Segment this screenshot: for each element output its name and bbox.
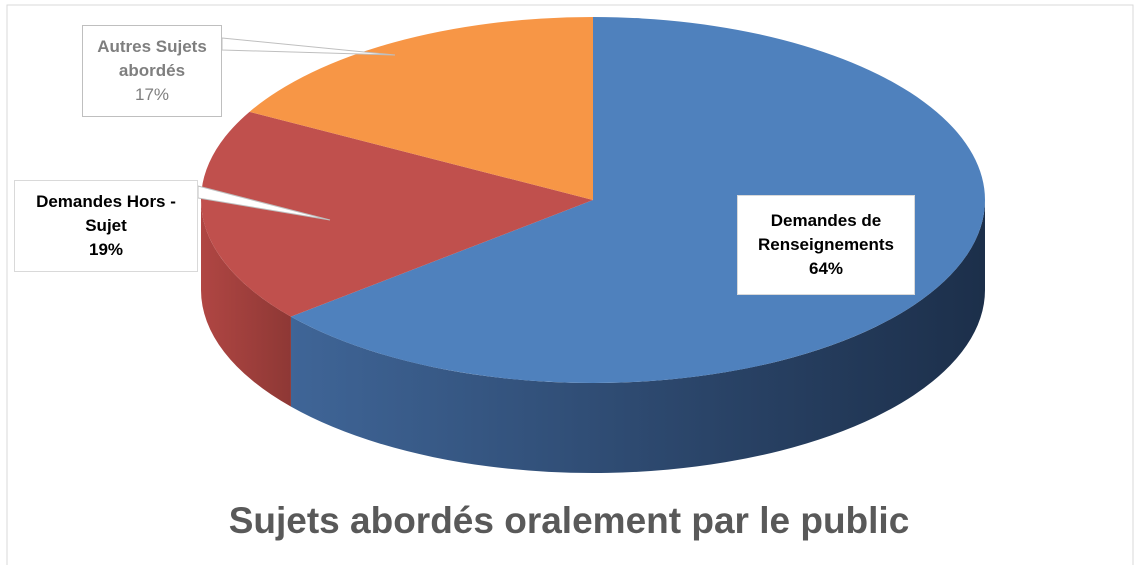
chart-title: Sujets abordés oralement par le public (228, 500, 910, 541)
label-category: Demandes Hors - Sujet (36, 192, 176, 235)
leader-line (197, 185, 331, 221)
slice-side (290, 200, 985, 473)
label-category: Autres Sujets abordés (97, 37, 207, 80)
slice-side (201, 200, 291, 407)
label-category: Demandes de Renseignements (757, 211, 895, 254)
slice (249, 17, 593, 200)
label-value: 19% (88, 240, 124, 259)
data-label: Demandes de Renseignements 64% (737, 195, 915, 295)
label-value: 17% (134, 85, 170, 104)
data-label: Demandes Hors - Sujet 19% (14, 180, 198, 272)
leader-line (221, 37, 396, 56)
label-value: 64% (808, 259, 844, 278)
slice (201, 111, 593, 317)
data-label: Autres Sujets abordés 17% (82, 25, 222, 117)
chart-frame (6, 4, 1134, 565)
